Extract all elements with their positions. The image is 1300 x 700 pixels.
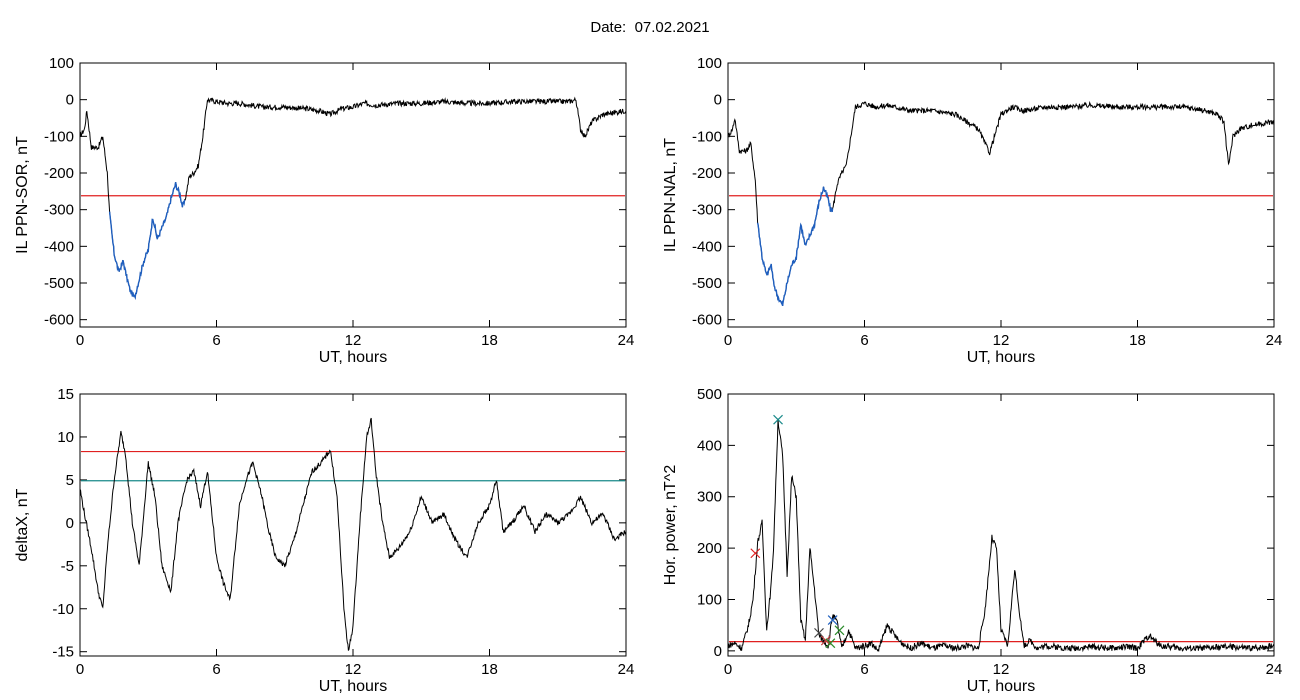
x-tick-label: 0: [76, 332, 84, 349]
date-line: Date: 07.02.2021: [0, 19, 1300, 36]
y-tick-label: 400: [697, 437, 722, 454]
y-tick-label: 0: [714, 92, 722, 109]
y-tick-label: 300: [697, 489, 722, 506]
y-tick-label: 0: [714, 643, 722, 660]
series-line: [727, 100, 1275, 306]
y-tick-label: -500: [692, 275, 722, 292]
date-value: 07.02.2021: [634, 19, 710, 36]
y-tick-label: -300: [44, 202, 74, 219]
x-tick-label: 18: [481, 332, 498, 349]
series-line: [727, 418, 1275, 653]
y-axis-label: IL PPN-NAL, nT: [662, 138, 679, 252]
x-tick-label: 12: [345, 661, 362, 678]
y-tick-label: 100: [697, 591, 722, 608]
plot-frame: [727, 62, 1275, 328]
series-line: [79, 96, 627, 300]
y-tick-label: -5: [61, 558, 74, 575]
x-tick-label: 6: [860, 661, 868, 678]
y-tick-label: 10: [57, 429, 74, 446]
x-tick-label: 6: [860, 332, 868, 349]
y-tick-label: -600: [44, 312, 74, 329]
x-tick-label: 0: [724, 661, 732, 678]
x-axis-label: UT, hours: [319, 349, 387, 366]
plot-frame: [79, 393, 627, 657]
y-tick-label: -200: [692, 165, 722, 182]
x-axis-label: UT, hours: [967, 678, 1035, 695]
x-tick-label: 18: [481, 661, 498, 678]
x-tick-label: 0: [76, 661, 84, 678]
x-axis-label: UT, hours: [967, 349, 1035, 366]
y-tick-label: 200: [697, 540, 722, 557]
x-tick-label: 12: [345, 332, 362, 349]
marker-x: [827, 615, 838, 625]
y-tick-label: 15: [57, 386, 74, 403]
y-tick-label: 500: [697, 386, 722, 403]
chart-il-nal: 0 6 12 18 24 100 0 -100 -200 -300 -400 -500 -600 UT, …: [662, 55, 1282, 366]
marker-x: [814, 627, 824, 638]
x-tick-label: 12: [993, 332, 1010, 349]
series-highlight: [756, 186, 834, 307]
y-tick-label: -400: [692, 238, 722, 255]
marker-x: [820, 635, 831, 646]
x-tick-label: 24: [618, 661, 635, 678]
y-tick-label: -600: [692, 312, 722, 329]
y-axis-label: IL PPN-SOR, nT: [14, 136, 31, 254]
marker-x: [773, 414, 783, 425]
x-tick-label: 12: [993, 661, 1010, 678]
y-tick-label: -10: [52, 601, 74, 618]
y-tick-label: -100: [692, 128, 722, 145]
x-tick-label: 6: [212, 661, 220, 678]
marker-x: [750, 548, 761, 559]
x-tick-label: 24: [1266, 661, 1283, 678]
y-tick-label: 100: [49, 55, 74, 72]
chart-il-sor: 0 6 12 18 24 100 0 -100 -200 -300 -400 -500 -600 UT, …: [14, 55, 634, 366]
y-tick-label: -15: [52, 644, 74, 661]
y-tick-label: -500: [44, 275, 74, 292]
series-line: [79, 417, 627, 651]
chart-delta-x: 0 6 12 18 24 15 10 5 0 -5 -10 -15 UT, hours deltaX, n…: [14, 386, 634, 695]
x-tick-label: 24: [1266, 332, 1283, 349]
x-tick-label: 18: [1129, 332, 1146, 349]
chart-hor-power: 0 6 12 18 24 500 400 300 200 100 0 UT, hours Hor. po…: [662, 386, 1282, 695]
y-axis-label: deltaX, nT: [14, 488, 31, 561]
x-tick-label: 24: [618, 332, 635, 349]
x-tick-label: 18: [1129, 661, 1146, 678]
series-highlight: [108, 182, 186, 301]
x-tick-label: 0: [724, 332, 732, 349]
marker-x: [825, 638, 836, 649]
x-tick-label: 6: [212, 332, 220, 349]
y-tick-label: -400: [44, 238, 74, 255]
y-tick-label: 0: [66, 92, 74, 109]
y-tick-label: -100: [44, 128, 74, 145]
y-tick-label: 0: [66, 515, 74, 532]
y-tick-label: -200: [44, 165, 74, 182]
y-axis-label: Hor. power, nT^2: [662, 465, 679, 586]
date-label: Date:: [590, 19, 627, 36]
plot-frame: [727, 393, 1275, 657]
y-tick-label: 5: [66, 472, 74, 489]
y-tick-label: 100: [697, 55, 722, 72]
y-tick-label: -300: [692, 202, 722, 219]
x-axis-label: UT, hours: [319, 678, 387, 695]
marker-x: [834, 625, 845, 636]
